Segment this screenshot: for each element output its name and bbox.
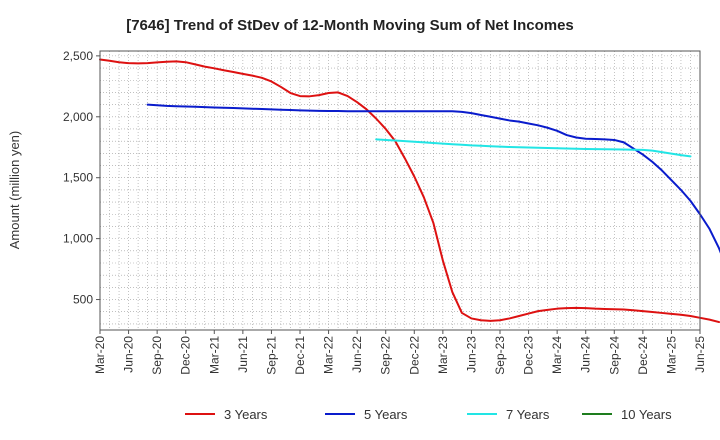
series-line-3-years: [99, 58, 720, 324]
legend-label: 7 Years: [506, 407, 550, 422]
y-axis-label: Amount (million yen): [7, 131, 22, 250]
legend: 3 Years 5 Years 7 Years 10 Years: [185, 407, 672, 422]
x-tick-label: Jun-24: [579, 336, 593, 373]
y-tick-label: 1,500: [63, 171, 93, 185]
x-tick-label: Mar-24: [550, 336, 564, 374]
x-tick-label: Dec-23: [522, 336, 536, 375]
series-line-5-years: [146, 103, 720, 254]
x-tick-label: Dec-22: [407, 336, 421, 375]
x-tick-label: Sep-24: [607, 336, 621, 375]
x-tick-label: Sep-23: [493, 336, 507, 375]
x-tick-label: Jun-22: [350, 336, 364, 373]
series-line-7-years: [375, 138, 692, 158]
x-tick-label: Mar-20: [93, 336, 107, 374]
grid: [100, 51, 700, 330]
y-tick-label: 2,500: [63, 49, 93, 63]
x-tick-label: Mar-25: [664, 336, 678, 374]
y-tick-label: 1,000: [63, 232, 93, 246]
legend-label: 5 Years: [364, 407, 408, 422]
x-tick-label: Mar-22: [322, 336, 336, 374]
y-tick-label: 2,000: [63, 110, 93, 124]
x-axis-ticks: Mar-20 Jun-20 Sep-20 Dec-20 Mar-21 Jun-21 Sep-…: [93, 330, 707, 375]
x-tick-label: Sep-21: [264, 336, 278, 375]
legend-label: 3 Years: [224, 407, 268, 422]
y-axis-ticks: 500 1,000 1,500 2,000 2,500: [63, 49, 100, 307]
x-tick-label: Sep-20: [150, 336, 164, 375]
plot-area: [100, 51, 700, 330]
x-tick-label: Sep-22: [379, 336, 393, 375]
x-tick-label: Dec-20: [179, 336, 193, 375]
x-tick-label: Jun-20: [122, 336, 136, 373]
x-tick-label: Jun-25: [693, 336, 707, 373]
x-tick-label: Jun-21: [236, 336, 250, 373]
x-tick-label: Dec-24: [636, 336, 650, 375]
x-tick-label: Mar-21: [207, 336, 221, 374]
plot-frame: [99, 50, 701, 331]
series-group: [99, 58, 720, 324]
chart-title: [7646] Trend of StDev of 12-Month Moving…: [126, 17, 574, 34]
y-tick-label: 500: [73, 293, 93, 307]
x-tick-label: Jun-23: [464, 336, 478, 373]
x-tick-label: Dec-21: [293, 336, 307, 375]
legend-label: 10 Years: [621, 407, 672, 422]
x-tick-label: Mar-23: [436, 336, 450, 374]
